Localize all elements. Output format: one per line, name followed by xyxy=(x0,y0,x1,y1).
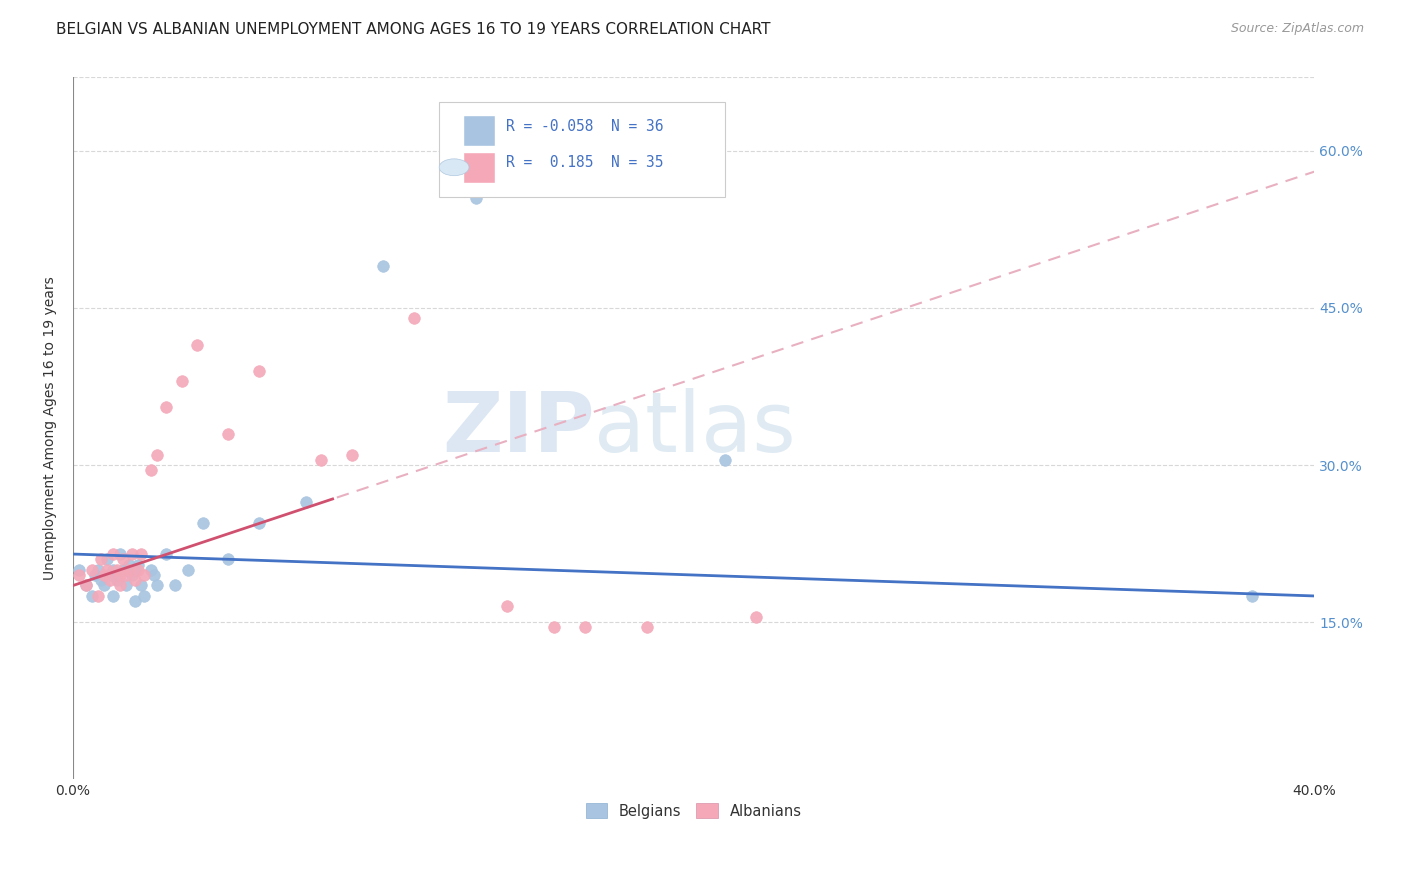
Point xyxy=(80,563,103,577)
Legend: Belgians, Albanians: Belgians, Albanians xyxy=(579,797,807,824)
Point xyxy=(131,547,153,561)
Point xyxy=(103,563,125,577)
Y-axis label: Unemployment Among Ages 16 to 19 years: Unemployment Among Ages 16 to 19 years xyxy=(44,277,58,580)
Point xyxy=(247,364,270,378)
Point xyxy=(67,563,90,577)
Point xyxy=(124,573,146,587)
Point xyxy=(103,589,125,603)
Point xyxy=(90,573,112,587)
Point xyxy=(217,552,239,566)
Point xyxy=(744,610,766,624)
FancyBboxPatch shape xyxy=(439,102,724,197)
Point xyxy=(93,578,115,592)
Point xyxy=(75,578,97,592)
Point xyxy=(311,452,333,467)
Point xyxy=(247,516,270,530)
Text: Source: ZipAtlas.com: Source: ZipAtlas.com xyxy=(1230,22,1364,36)
Point xyxy=(134,568,156,582)
Point xyxy=(146,578,169,592)
Point xyxy=(165,578,187,592)
FancyBboxPatch shape xyxy=(463,152,495,183)
Point xyxy=(121,547,143,561)
Point xyxy=(127,558,149,572)
Point xyxy=(543,620,565,634)
Point xyxy=(111,552,134,566)
Point xyxy=(90,552,112,566)
Point xyxy=(87,563,110,577)
Circle shape xyxy=(439,159,470,176)
Point xyxy=(142,568,165,582)
Point xyxy=(124,563,146,577)
Point xyxy=(139,463,162,477)
Point xyxy=(108,578,131,592)
FancyBboxPatch shape xyxy=(463,115,495,146)
Point xyxy=(465,191,488,205)
Point xyxy=(67,568,90,582)
Point xyxy=(103,547,125,561)
Point xyxy=(98,573,121,587)
Point xyxy=(108,547,131,561)
Point xyxy=(404,311,426,326)
Point xyxy=(170,374,193,388)
Point xyxy=(155,401,177,415)
Point xyxy=(186,337,208,351)
Point xyxy=(111,563,134,577)
Point xyxy=(114,568,136,582)
Point xyxy=(342,448,364,462)
Point xyxy=(496,599,519,614)
Point xyxy=(114,578,136,592)
Point xyxy=(121,568,143,582)
Point xyxy=(75,578,97,592)
Point xyxy=(193,516,215,530)
Point xyxy=(139,563,162,577)
Point xyxy=(93,568,115,582)
Point xyxy=(98,568,121,582)
Point xyxy=(134,589,156,603)
Point xyxy=(636,620,658,634)
Point xyxy=(83,568,105,582)
Text: R = -0.058  N = 36: R = -0.058 N = 36 xyxy=(506,119,664,134)
Point xyxy=(118,563,141,577)
Point xyxy=(574,620,596,634)
Point xyxy=(146,448,169,462)
Point xyxy=(124,594,146,608)
Point xyxy=(713,452,735,467)
Point xyxy=(373,259,395,273)
Point xyxy=(105,563,128,577)
Point xyxy=(87,589,110,603)
Point xyxy=(127,563,149,577)
Point xyxy=(177,563,200,577)
Text: R =  0.185  N = 35: R = 0.185 N = 35 xyxy=(506,155,664,170)
Point xyxy=(1241,589,1264,603)
Point xyxy=(96,563,118,577)
Point xyxy=(217,426,239,441)
Text: ZIP: ZIP xyxy=(441,388,595,469)
Text: BELGIAN VS ALBANIAN UNEMPLOYMENT AMONG AGES 16 TO 19 YEARS CORRELATION CHART: BELGIAN VS ALBANIAN UNEMPLOYMENT AMONG A… xyxy=(56,22,770,37)
Point xyxy=(96,552,118,566)
Point xyxy=(105,573,128,587)
Point xyxy=(118,558,141,572)
Point xyxy=(294,494,316,508)
Text: atlas: atlas xyxy=(595,388,796,469)
Point xyxy=(108,568,131,582)
Point xyxy=(155,547,177,561)
Point xyxy=(131,578,153,592)
Point xyxy=(80,589,103,603)
